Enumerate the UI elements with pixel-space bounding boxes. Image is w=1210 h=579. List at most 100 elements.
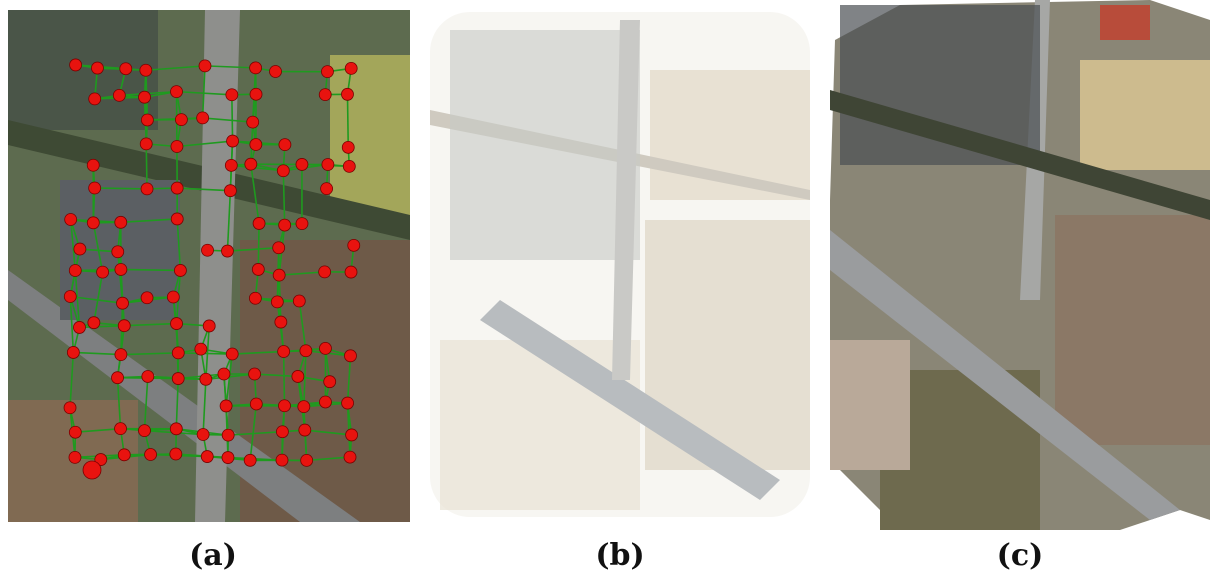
waypoint (115, 216, 127, 228)
grid-edge (232, 95, 233, 141)
waypoint (118, 449, 130, 461)
waypoint (344, 350, 356, 362)
waypoint (171, 140, 183, 152)
waypoint (69, 426, 81, 438)
waypoint (249, 292, 261, 304)
waypoint (170, 423, 182, 435)
waypoint (171, 182, 183, 194)
waypoint (279, 139, 291, 151)
waypoint (276, 426, 288, 438)
waypoint (120, 63, 132, 75)
waypoint (225, 159, 237, 171)
waypoint (113, 89, 125, 101)
waypoint (245, 158, 257, 170)
waypoint (296, 158, 308, 170)
waypoint (298, 401, 310, 413)
grid-edge (95, 188, 147, 189)
waypoint (115, 263, 127, 275)
waypoint (346, 429, 358, 441)
waypoint (141, 292, 153, 304)
waypoint (64, 290, 76, 302)
waypoint (174, 264, 186, 276)
figure: (a) (b) (c) (0, 0, 1210, 579)
waypoint (271, 296, 283, 308)
waypoint (115, 349, 127, 361)
waypoint (171, 318, 183, 330)
grid-edge (258, 223, 259, 269)
waypoint (345, 266, 357, 278)
waypoint (222, 429, 234, 441)
waypoint (220, 400, 232, 412)
waypoint (300, 345, 312, 357)
waypoint (74, 243, 86, 255)
grid-edge (284, 352, 285, 406)
waypoint (321, 66, 333, 78)
waypoint (112, 246, 124, 258)
waypoint (252, 263, 264, 275)
waypoint (250, 62, 262, 74)
waypoint (273, 269, 285, 281)
waypoint (222, 452, 234, 464)
waypoint (292, 370, 304, 382)
waypoint (170, 448, 182, 460)
panel-c-image (830, 0, 1210, 530)
waypoint (343, 160, 355, 172)
waypoint (253, 217, 265, 229)
waypoint (73, 321, 85, 333)
waypoint (200, 373, 212, 385)
waypoint (279, 219, 291, 231)
waypoint (67, 346, 79, 358)
waypoint (83, 461, 101, 479)
waypoint (226, 348, 238, 360)
waypoint (138, 425, 150, 437)
waypoint (319, 396, 331, 408)
waypoint (278, 346, 290, 358)
waypoint (226, 89, 238, 101)
waypoint (201, 451, 213, 463)
waypoint (91, 62, 103, 74)
waypoint (175, 114, 187, 126)
caption: (a) (153, 538, 273, 573)
waypoint (142, 370, 154, 382)
waypoint (345, 62, 357, 74)
waypoint (89, 93, 101, 105)
grid-edge (347, 94, 348, 147)
grid-edge (121, 269, 181, 270)
waypoint (139, 91, 151, 103)
waypoint (319, 342, 331, 354)
waypoint (250, 398, 262, 410)
waypoint (199, 60, 211, 72)
waypoint (64, 402, 76, 414)
waypoint (69, 265, 81, 277)
waypoint (70, 59, 82, 71)
waypoint (322, 159, 334, 171)
waypoint (247, 116, 259, 128)
waypoint (270, 66, 282, 78)
waypoint (172, 347, 184, 359)
waypoint (171, 86, 183, 98)
waypoint (277, 165, 289, 177)
waypoint (342, 397, 354, 409)
waypoint (293, 295, 305, 307)
waypoint (344, 451, 356, 463)
waypoint (299, 424, 311, 436)
caption: (b) (560, 538, 680, 573)
waypoint (249, 368, 261, 380)
waypoint (197, 429, 209, 441)
waypoint (348, 239, 360, 251)
waypoint (324, 376, 336, 388)
figure-panels (0, 0, 1210, 535)
waypoint (319, 89, 331, 101)
waypoint (65, 213, 77, 225)
waypoint (273, 242, 285, 254)
waypoint (301, 454, 313, 466)
waypoint (197, 112, 209, 124)
waypoint (227, 135, 239, 147)
waypoint (244, 454, 256, 466)
waypoint (221, 245, 233, 257)
panel-b-image (430, 12, 810, 517)
waypoint (97, 266, 109, 278)
waypoint (341, 88, 353, 100)
waypoint (112, 372, 124, 384)
waypoint (203, 320, 215, 332)
